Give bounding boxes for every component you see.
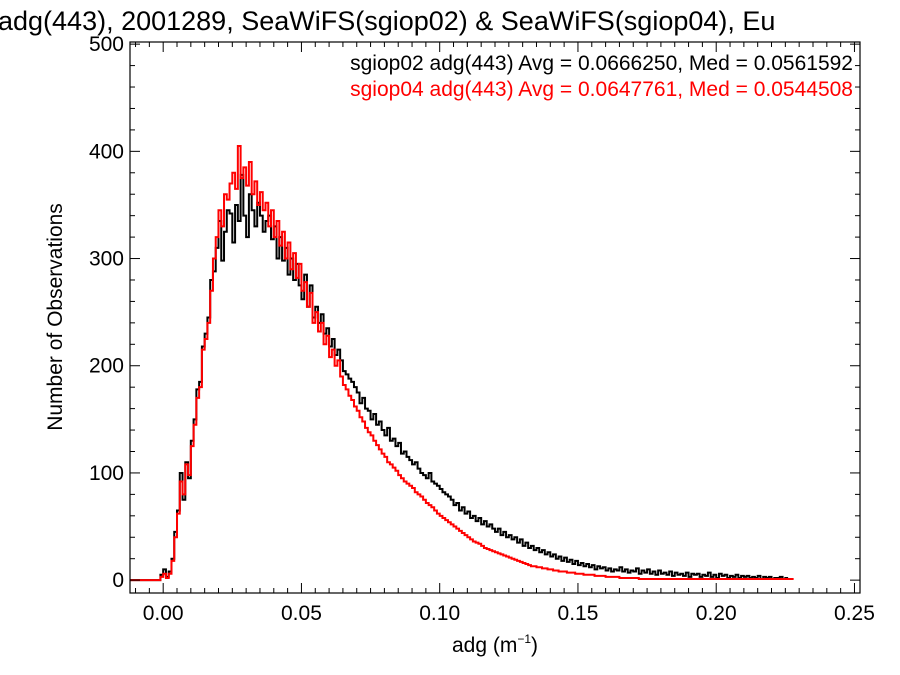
y-tick-label: 500 bbox=[89, 33, 124, 56]
y-tick-label: 300 bbox=[89, 248, 124, 271]
x-axis-label-text: adg (m bbox=[452, 634, 517, 657]
legend-entry-sgiop04: sgiop04 adg(443) Avg = 0.0647761, Med = … bbox=[350, 78, 853, 101]
x-tick-label: 0.00 bbox=[143, 602, 184, 625]
x-axis-label-close: ) bbox=[531, 634, 538, 657]
x-tick-label: 0.05 bbox=[281, 602, 322, 625]
y-tick-label: 0 bbox=[112, 569, 124, 592]
x-axis-label-superscript: −1 bbox=[517, 632, 531, 646]
series-line-sgiop02 bbox=[130, 173, 789, 582]
x-axis-label: adg (m−1) bbox=[452, 632, 538, 657]
x-tick-label: 0.25 bbox=[834, 602, 875, 625]
x-tick-label: 0.10 bbox=[419, 602, 460, 625]
ticklabels-layer: 0.00 0.05 0.10 0.15 0.20 0.25 0 100 200 300 400 500 bbox=[89, 33, 875, 625]
x-tick-label: 0.15 bbox=[558, 602, 599, 625]
y-tick-label: 100 bbox=[89, 462, 124, 485]
y-tick-label: 200 bbox=[89, 355, 124, 378]
y-axis-label: Number of Observations bbox=[44, 203, 67, 431]
x-tick-label: 0.20 bbox=[696, 602, 737, 625]
y-tick-label: 400 bbox=[89, 140, 124, 163]
series-line-sgiop04 bbox=[130, 144, 794, 582]
ticks-layer bbox=[130, 42, 860, 593]
chart-title: adg(443), 2001289, SeaWiFS(sgiop02) & Se… bbox=[0, 6, 775, 36]
series-layer bbox=[130, 144, 794, 582]
plot-frame bbox=[129, 41, 861, 594]
legend-entry-sgiop02: sgiop02 adg(443) Avg = 0.0666250, Med = … bbox=[350, 52, 853, 75]
